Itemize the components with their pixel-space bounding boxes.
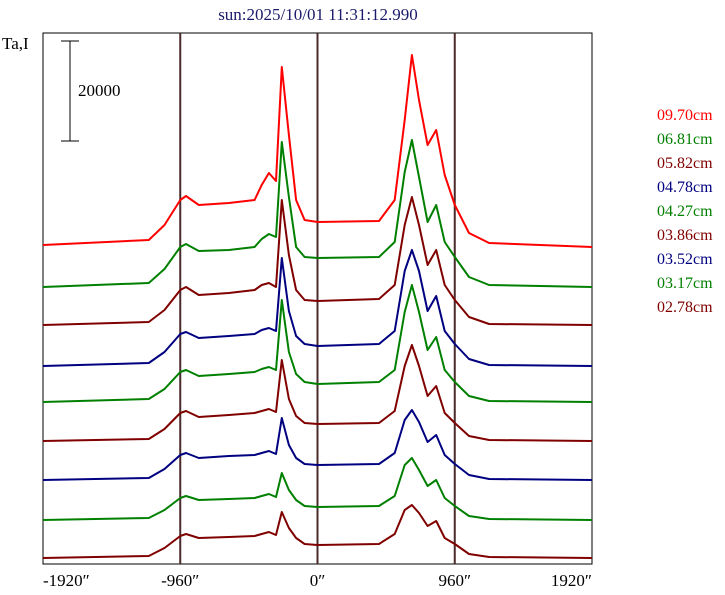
legend-entry: 03.52cm <box>657 251 713 268</box>
series-line-04.27cm <box>42 284 593 403</box>
x-tick-label: -960″ <box>161 571 199 590</box>
x-tick-label: -1920″ <box>43 571 90 590</box>
legend-entry: 02.78cm <box>657 299 713 316</box>
series-line-03.52cm <box>42 409 593 481</box>
series-line-09.70cm <box>42 54 593 248</box>
series-line-04.78cm <box>42 249 593 367</box>
x-tick-label: 960″ <box>438 571 471 590</box>
scale-bar: 20000 <box>61 40 121 142</box>
scale-bar-label: 20000 <box>78 81 121 100</box>
x-tick-label: 1920″ <box>551 571 592 590</box>
legend-entry: 03.17cm <box>657 275 713 292</box>
series-line-03.17cm <box>42 457 593 521</box>
series-line-03.86cm <box>42 344 593 442</box>
series-line-02.78cm <box>42 504 593 559</box>
legend-entry: 03.86cm <box>657 227 713 244</box>
legend-entry: 04.27cm <box>657 203 713 220</box>
legend-entry: 04.78cm <box>657 179 713 196</box>
series-line-05.82cm <box>42 196 593 326</box>
chart-title: sun:2025/10/01 11:31:12.990 <box>218 5 418 24</box>
legend-entry: 05.82cm <box>657 155 713 172</box>
legend-entry: 06.81cm <box>657 131 713 148</box>
legend-entry: 09.70cm <box>657 107 713 124</box>
y-axis-label: Ta,I <box>2 34 29 53</box>
series-line-06.81cm <box>42 139 593 288</box>
x-tick-label: 0″ <box>310 571 326 590</box>
